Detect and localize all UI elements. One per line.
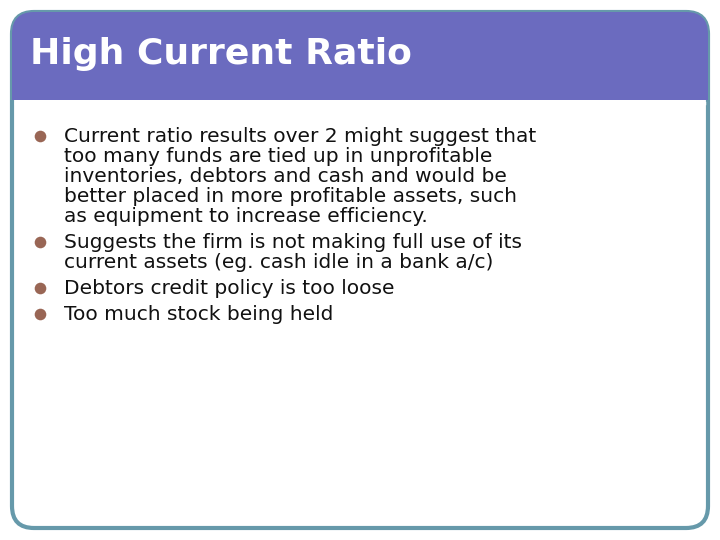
Text: too many funds are tied up in unprofitable: too many funds are tied up in unprofitab…	[64, 146, 492, 165]
Text: Too much stock being held: Too much stock being held	[64, 305, 333, 323]
FancyBboxPatch shape	[12, 12, 708, 100]
Text: inventories, debtors and cash and would be: inventories, debtors and cash and would …	[64, 166, 507, 186]
Point	[35, 238, 46, 246]
Text: Current ratio results over 2 might suggest that: Current ratio results over 2 might sugge…	[64, 126, 536, 145]
Text: High Current Ratio: High Current Ratio	[30, 37, 412, 71]
FancyBboxPatch shape	[12, 12, 708, 528]
Text: Suggests the firm is not making full use of its: Suggests the firm is not making full use…	[64, 233, 522, 252]
Text: better placed in more profitable assets, such: better placed in more profitable assets,…	[64, 186, 517, 206]
Bar	[12, 76, 708, 100]
Text: Debtors credit policy is too loose: Debtors credit policy is too loose	[64, 279, 395, 298]
Text: as equipment to increase efficiency.: as equipment to increase efficiency.	[64, 206, 428, 226]
Point	[35, 309, 46, 318]
Text: current assets (eg. cash idle in a bank a/c): current assets (eg. cash idle in a bank …	[64, 253, 493, 272]
Point	[35, 284, 46, 292]
Point	[35, 132, 46, 140]
